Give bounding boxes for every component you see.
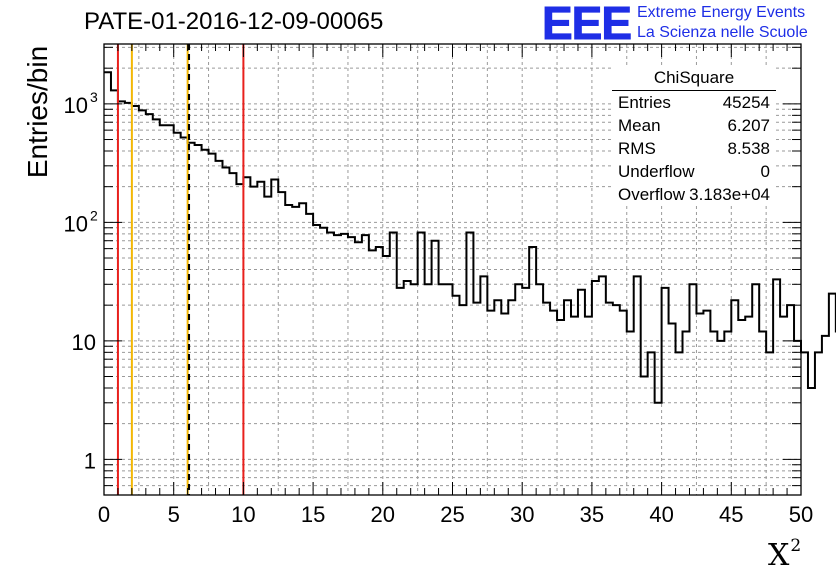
x-tick-label: 50 bbox=[789, 502, 813, 527]
stats-value: 8.538 bbox=[727, 139, 770, 158]
stats-label: Overflow bbox=[618, 185, 686, 204]
histogram-line bbox=[104, 71, 836, 404]
y-tick-label: 1 bbox=[84, 448, 96, 473]
x-tick-label: 30 bbox=[510, 502, 534, 527]
x-tick-label: 10 bbox=[231, 502, 255, 527]
stats-row-overflow: Overflow 3.183e+04 bbox=[618, 185, 770, 207]
y-tick-exponent: 3 bbox=[90, 89, 98, 105]
stats-value: 0 bbox=[760, 162, 770, 181]
x-tick-label: 40 bbox=[649, 502, 673, 527]
cut-lines bbox=[116, 44, 245, 495]
x-tick-label: 45 bbox=[719, 502, 743, 527]
stats-label: Mean bbox=[618, 116, 661, 135]
y-tick-label: 10 bbox=[64, 93, 88, 118]
x-tick-label: 5 bbox=[168, 502, 180, 527]
y-tick-exponent: 2 bbox=[90, 207, 98, 223]
x-axis-label-symbol: X bbox=[768, 538, 790, 573]
stats-label: Underflow bbox=[618, 162, 695, 181]
stats-value: 6.207 bbox=[727, 116, 770, 135]
eee-logo: EEE bbox=[541, 0, 632, 50]
chart-title: PATE-01-2016-12-09-00065 bbox=[84, 8, 384, 35]
x-axis-label: X2 bbox=[768, 536, 801, 573]
stats-row-underflow: Underflow 0 bbox=[618, 162, 770, 184]
x-axis-label-superscript: 2 bbox=[790, 536, 802, 556]
stats-row-entries: Entries 45254 bbox=[618, 93, 770, 115]
stats-box: ChiSquare Entries 45254 Mean 6.207 RMS 8… bbox=[612, 66, 776, 204]
logo-subtitle-1: Extreme Energy Events bbox=[637, 4, 806, 21]
logo-subtitle-2: La Scienza nelle Scuole bbox=[637, 24, 808, 41]
stats-value: 45254 bbox=[722, 93, 770, 112]
stats-separator bbox=[612, 90, 776, 91]
x-tick-label: 15 bbox=[301, 502, 325, 527]
y-tick-label: 10 bbox=[64, 211, 88, 236]
stats-title: ChiSquare bbox=[653, 68, 735, 87]
stats-label: RMS bbox=[618, 139, 656, 158]
x-tick-label: 20 bbox=[371, 502, 395, 527]
x-tick-label: 25 bbox=[440, 502, 464, 527]
stats-row-rms: RMS 8.538 bbox=[618, 139, 770, 161]
histogram bbox=[104, 71, 836, 404]
stats-value: 3.183e+04 bbox=[689, 185, 770, 204]
x-tick-label: 0 bbox=[98, 502, 110, 527]
x-tick-label: 35 bbox=[580, 502, 604, 527]
y-tick-label: 10 bbox=[72, 330, 96, 355]
stats-label: Entries bbox=[618, 93, 671, 112]
stats-row-mean: Mean 6.207 bbox=[618, 116, 770, 138]
